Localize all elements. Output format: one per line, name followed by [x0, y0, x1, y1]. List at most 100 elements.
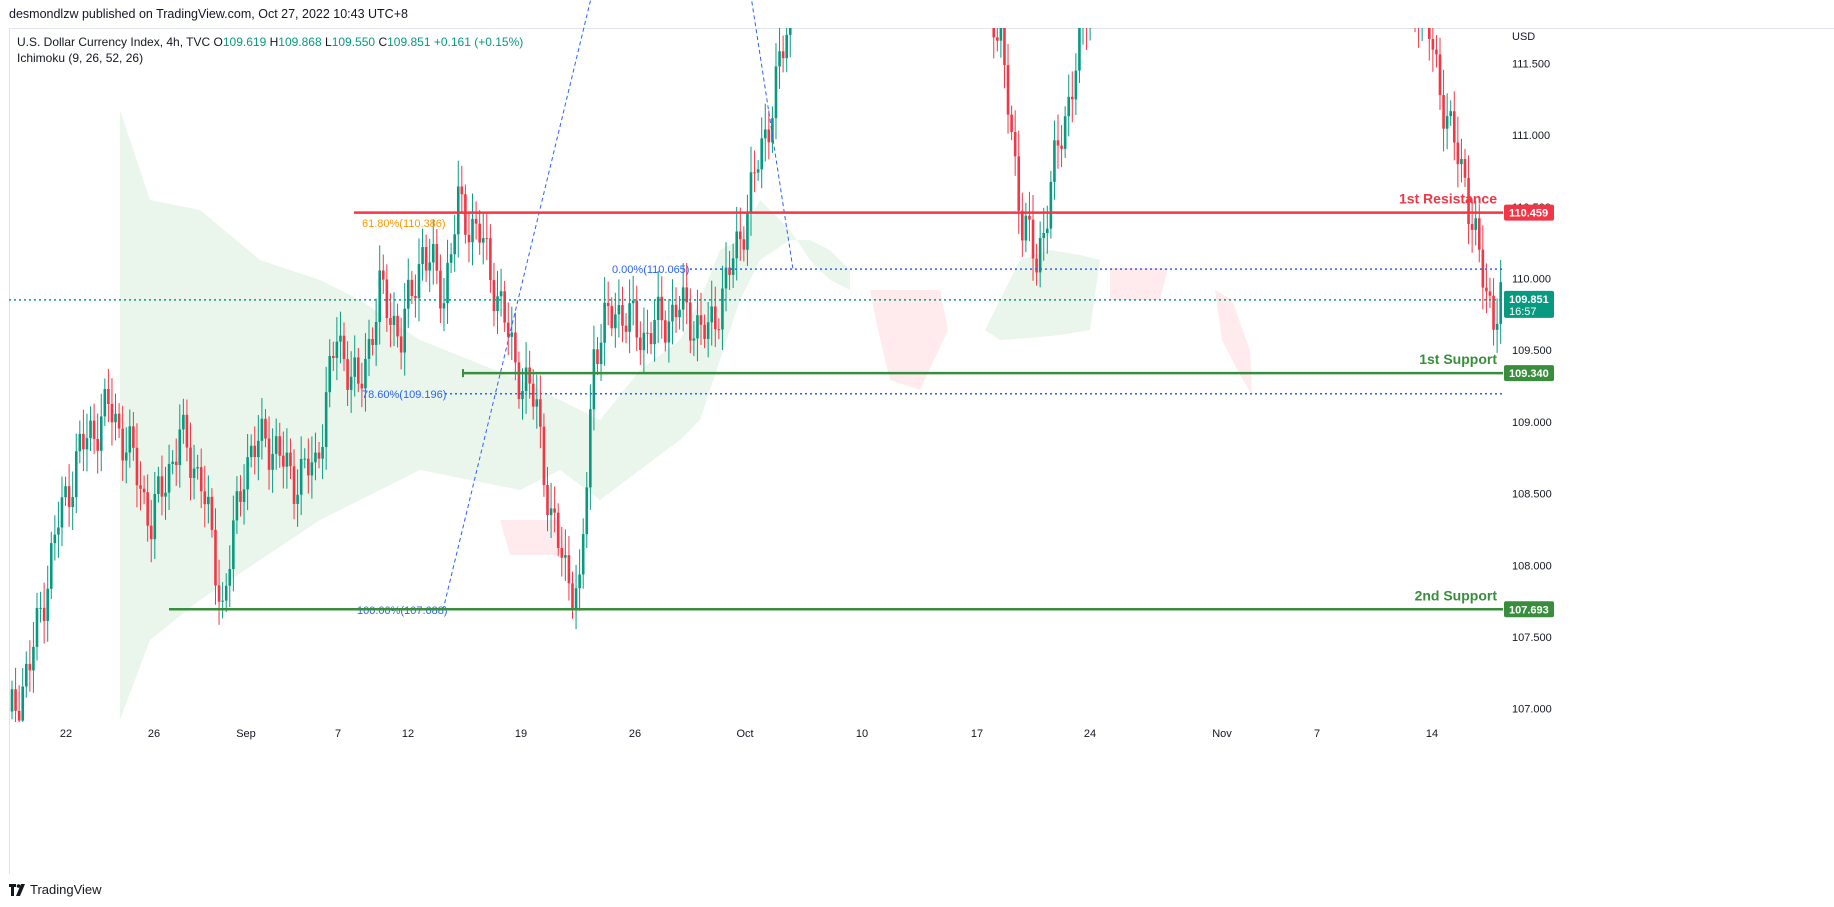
candle-body [1021, 210, 1024, 241]
candle-body [1082, 15, 1085, 23]
candle-body [235, 491, 239, 521]
candle-body [1463, 159, 1467, 178]
candle-body [132, 426, 135, 448]
candle-body [242, 489, 246, 502]
candle-body [1046, 228, 1049, 234]
candle-body [731, 258, 735, 275]
candle-body [239, 491, 242, 502]
chart-legend: U.S. Dollar Currency Index, 4h, TVC O109… [17, 34, 523, 66]
candle-body [642, 332, 646, 351]
candle-body [271, 453, 274, 470]
price-tag-2nd-support [1504, 601, 1554, 618]
candle-body [71, 497, 74, 507]
candle-body [603, 302, 606, 343]
tradingview-logo-icon [9, 884, 25, 896]
candle-body [517, 362, 521, 400]
candle-body [117, 413, 121, 429]
candle-body [1452, 111, 1456, 143]
candle-body [1442, 95, 1445, 129]
candle-body [192, 468, 196, 479]
candle-body [778, 51, 781, 67]
candle-body [1485, 287, 1488, 292]
candle-body [285, 452, 289, 467]
x-axis-tick-label: 26 [148, 728, 160, 740]
candle-body [349, 376, 353, 390]
price-tag-1st-resistance [1504, 204, 1554, 221]
candle-body [664, 320, 667, 343]
candle-body [128, 426, 132, 453]
candle-body [67, 486, 71, 507]
candle-body [410, 279, 414, 296]
candle-body [514, 332, 517, 363]
candle-body [1042, 233, 1046, 239]
candle-body [1003, 28, 1006, 66]
candle-body [414, 295, 417, 299]
y-axis-tick-label: 109.000 [1512, 417, 1552, 429]
candle-body [1031, 219, 1035, 259]
candle-body [1424, 2, 1427, 8]
candle-body [774, 66, 778, 119]
candle-body [385, 279, 389, 319]
candle-body [471, 218, 474, 243]
ichimoku-cloud-green [120, 110, 850, 720]
candle-body [506, 322, 510, 337]
candle-body [39, 607, 42, 609]
candle-body [178, 429, 182, 466]
y-axis-tick-label: 111.500 [1512, 58, 1550, 70]
tradingview-brand: TradingView [30, 882, 102, 897]
candle-body [728, 267, 731, 275]
candle-body [207, 496, 210, 505]
candle-body [1421, 2, 1424, 25]
candle-body [324, 392, 328, 447]
candle-body [224, 585, 228, 601]
candle-body [1481, 249, 1485, 288]
candle-body [124, 452, 128, 461]
candle-body [10, 689, 14, 712]
candle-body [449, 254, 453, 263]
x-axis-tick-label: 14 [1426, 728, 1438, 740]
candle-body [1299, 0, 1302, 3]
y-axis-tick-label: 109.500 [1512, 345, 1552, 357]
candle-body [253, 445, 257, 458]
candle-body [82, 433, 85, 450]
publish-info: desmondlzw published on TradingView.com,… [9, 7, 408, 21]
candle-body [742, 239, 746, 250]
candle-body [460, 186, 464, 195]
x-axis-tick-label: Nov [1212, 728, 1232, 740]
candle-body [474, 218, 478, 224]
candle-body [560, 547, 564, 558]
candle-body [92, 420, 96, 439]
candle-body [1435, 49, 1438, 55]
candle-body [60, 497, 64, 528]
symbol-ohlc-row: U.S. Dollar Currency Index, 4h, TVC O109… [17, 34, 523, 50]
indicator-label[interactable]: Ichimoku (9, 26, 52, 26) [17, 51, 144, 65]
y-axis-tick-label: 108.000 [1512, 560, 1552, 572]
candle-body [492, 280, 496, 312]
candle-body [424, 246, 428, 271]
candle-body [28, 663, 32, 671]
candle-body [628, 303, 631, 332]
candle-body [110, 403, 114, 423]
candle-body [307, 458, 310, 476]
candle-body [710, 306, 714, 323]
candle-body [403, 308, 406, 353]
candle-body [1085, 28, 1088, 29]
candle-body [182, 414, 185, 430]
candle-body [199, 467, 203, 492]
x-axis-tick-label: 12 [402, 728, 414, 740]
currency-label: USD [1512, 31, 1535, 43]
candle-body [596, 349, 599, 365]
candle-body [621, 305, 624, 326]
candle-body [321, 446, 324, 459]
candle-body [503, 291, 506, 323]
candle-body [760, 138, 763, 170]
current-price-value: 109.851 [1509, 294, 1549, 306]
fib-level-label: 0.00%(110.065) [612, 264, 689, 276]
candle-body [278, 436, 282, 456]
candle-body [724, 267, 728, 289]
candle-body [1063, 116, 1067, 149]
candle-body [42, 607, 46, 621]
symbol-name[interactable]: U.S. Dollar Currency Index, 4h, TVC [17, 35, 211, 49]
candle-body [299, 458, 303, 495]
